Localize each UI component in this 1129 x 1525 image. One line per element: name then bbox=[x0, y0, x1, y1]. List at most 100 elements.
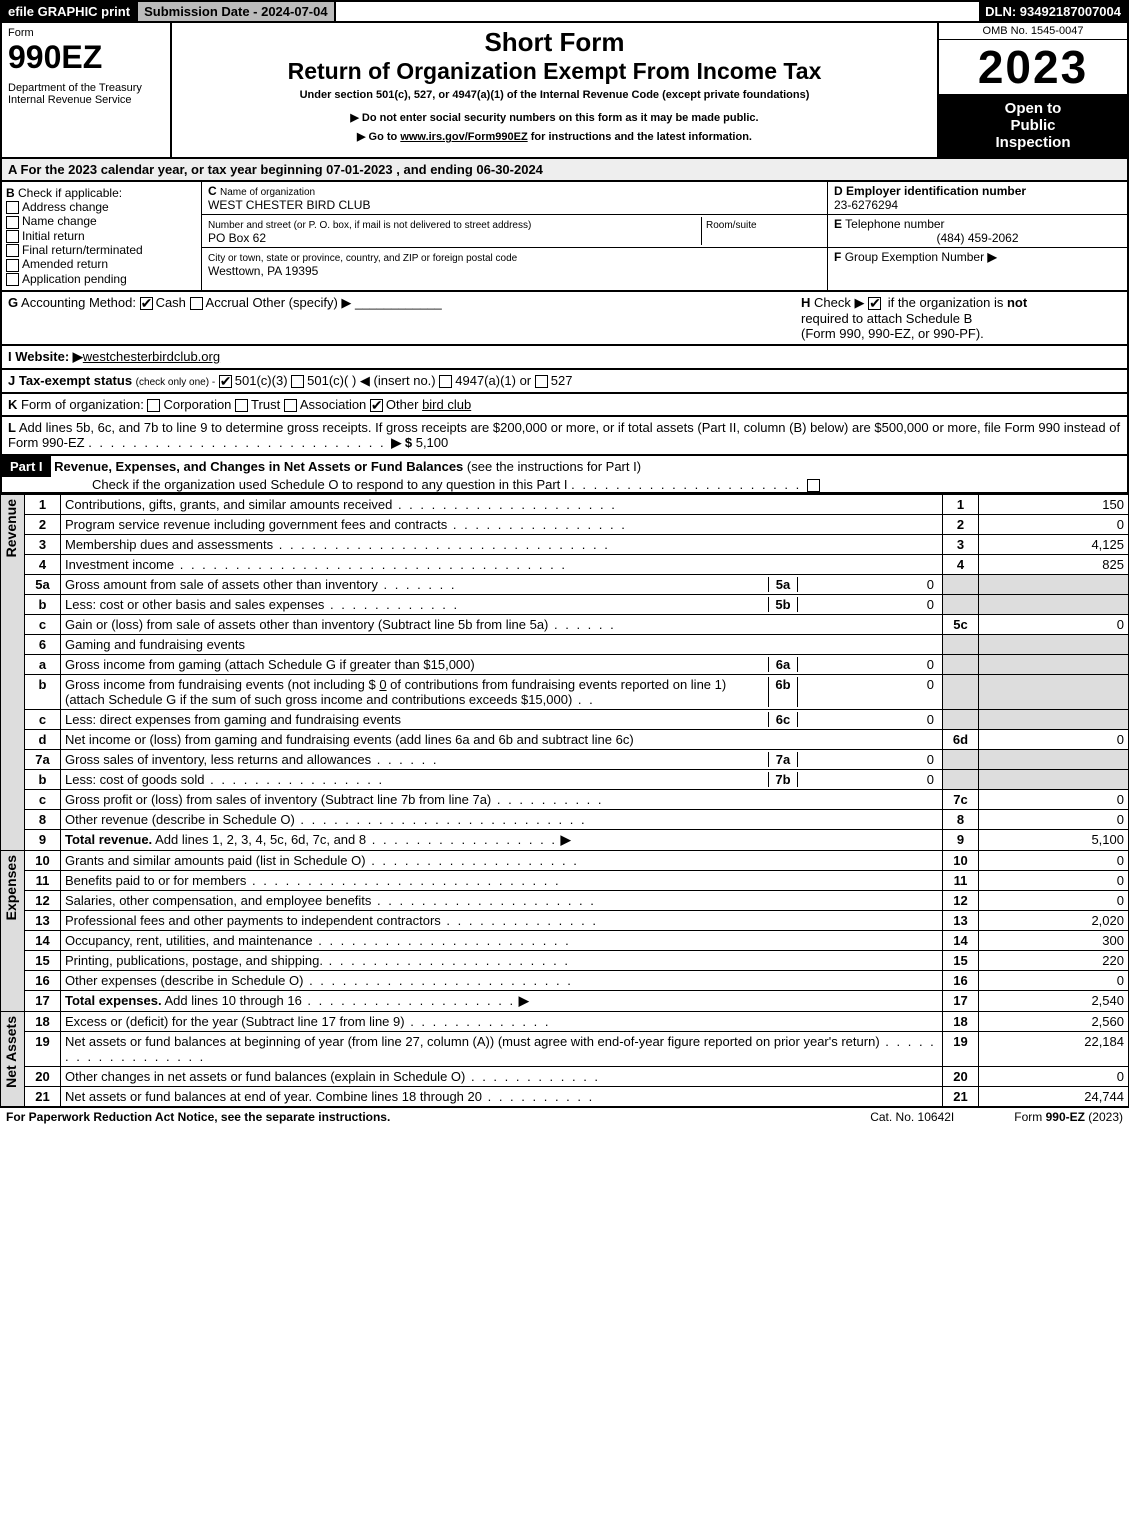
cb-application-pending[interactable] bbox=[6, 273, 19, 286]
l17-desc: Total expenses. Add lines 10 through 16 … bbox=[61, 991, 943, 1012]
cb-other-org[interactable] bbox=[370, 399, 383, 412]
page-footer: For Paperwork Reduction Act Notice, see … bbox=[0, 1107, 1129, 1126]
revenue-label: Revenue bbox=[1, 495, 21, 561]
l6c-subamt: 0 bbox=[798, 712, 938, 727]
j-o3: 4947(a)(1) or bbox=[455, 373, 531, 388]
cb-527[interactable] bbox=[535, 375, 548, 388]
phone-value: (484) 459-2062 bbox=[834, 231, 1121, 245]
l6b-blank: 0 bbox=[379, 677, 386, 692]
l18-desc: Excess or (deficit) for the year (Subtra… bbox=[61, 1012, 943, 1032]
l10-r: 10 bbox=[943, 851, 979, 871]
l6c-num: c bbox=[25, 710, 61, 730]
l5b-sub: 5b bbox=[768, 597, 798, 612]
row-6b: b Gross income from fundraising events (… bbox=[1, 675, 1129, 710]
h-text3: required to attach Schedule B bbox=[801, 311, 972, 326]
h-text1: Check ▶ bbox=[814, 295, 868, 310]
row-4: 4 Investment income . . . . . . . . . . … bbox=[1, 555, 1129, 575]
cb-501c[interactable] bbox=[291, 375, 304, 388]
l15-num: 15 bbox=[25, 951, 61, 971]
part1-title-tail: (see the instructions for Part I) bbox=[467, 459, 641, 474]
cb-corporation[interactable] bbox=[147, 399, 160, 412]
l20-num: 20 bbox=[25, 1067, 61, 1087]
row-19: 19 Net assets or fund balances at beginn… bbox=[1, 1032, 1129, 1067]
b-label: B bbox=[6, 186, 15, 200]
short-form-title: Short Form bbox=[178, 27, 931, 58]
g-label: G bbox=[8, 295, 18, 310]
l5b-num: b bbox=[25, 595, 61, 615]
cb-accrual[interactable] bbox=[190, 297, 203, 310]
l16-amt: 0 bbox=[979, 971, 1129, 991]
l4-r: 4 bbox=[943, 555, 979, 575]
l6c-rshade bbox=[943, 710, 979, 730]
cb-association[interactable] bbox=[284, 399, 297, 412]
e-label: E bbox=[834, 217, 842, 231]
l7b-desc: Less: cost of goods sold . . . . . . . .… bbox=[61, 770, 943, 790]
l1-desc: Contributions, gifts, grants, and simila… bbox=[61, 495, 943, 515]
section-b: B Check if applicable: Address change Na… bbox=[2, 182, 202, 290]
l20-amt: 0 bbox=[979, 1067, 1129, 1087]
l16-r: 16 bbox=[943, 971, 979, 991]
cb-final-return[interactable] bbox=[6, 244, 19, 257]
part1-label: Part I bbox=[2, 456, 51, 477]
footer-right: Form 990-EZ (2023) bbox=[1014, 1110, 1123, 1124]
b-check-if: Check if applicable: bbox=[18, 186, 122, 200]
open-line1: Open to bbox=[945, 100, 1121, 117]
l20-desc: Other changes in net assets or fund bala… bbox=[61, 1067, 943, 1087]
c-label: C bbox=[208, 184, 217, 198]
cb-schedule-b[interactable] bbox=[868, 297, 881, 310]
row-7c: c Gross profit or (loss) from sales of i… bbox=[1, 790, 1129, 810]
efile-print-button[interactable]: efile GRAPHIC print bbox=[2, 2, 138, 21]
cb-501c3[interactable] bbox=[219, 375, 232, 388]
l6b-rshade bbox=[943, 675, 979, 710]
l7a-subamt: 0 bbox=[798, 752, 938, 767]
l14-desc: Occupancy, rent, utilities, and maintena… bbox=[61, 931, 943, 951]
l10-amt: 0 bbox=[979, 851, 1129, 871]
l3-desc: Membership dues and assessments . . . . … bbox=[61, 535, 943, 555]
cb-cash[interactable] bbox=[140, 297, 153, 310]
j-label: J bbox=[8, 373, 15, 388]
l21-desc: Net assets or fund balances at end of ye… bbox=[61, 1087, 943, 1107]
irs-link[interactable]: www.irs.gov/Form990EZ bbox=[400, 131, 527, 143]
cb-initial-return[interactable] bbox=[6, 230, 19, 243]
top-bar: efile GRAPHIC print Submission Date - 20… bbox=[0, 0, 1129, 23]
l5c-desc: Gain or (loss) from sale of assets other… bbox=[61, 615, 943, 635]
l-label: L bbox=[8, 420, 16, 435]
l6c-amtshade bbox=[979, 710, 1129, 730]
section-i: I Website: ▶westchesterbirdclub.org bbox=[0, 346, 1129, 370]
l2-r: 2 bbox=[943, 515, 979, 535]
header-left: Form 990EZ Department of the Treasury In… bbox=[2, 23, 172, 157]
l8-r: 8 bbox=[943, 810, 979, 830]
l3-num: 3 bbox=[25, 535, 61, 555]
l6b-amtshade bbox=[979, 675, 1129, 710]
l14-num: 14 bbox=[25, 931, 61, 951]
cb-name-change[interactable] bbox=[6, 216, 19, 229]
cb-schedule-o-part1[interactable] bbox=[807, 479, 820, 492]
row-14: 14 Occupancy, rent, utilities, and maint… bbox=[1, 931, 1129, 951]
row-3: 3 Membership dues and assessments . . . … bbox=[1, 535, 1129, 555]
l7c-amt: 0 bbox=[979, 790, 1129, 810]
l21-amt: 24,744 bbox=[979, 1087, 1129, 1107]
section-c: C Name of organization WEST CHESTER BIRD… bbox=[202, 182, 827, 290]
main-title: Return of Organization Exempt From Incom… bbox=[178, 58, 931, 85]
row-9: 9 Total revenue. Add lines 1, 2, 3, 4, 5… bbox=[1, 830, 1129, 851]
l6d-desc: Net income or (loss) from gaming and fun… bbox=[61, 730, 943, 750]
cb-address-change[interactable] bbox=[6, 201, 19, 214]
j-text: Tax-exempt status bbox=[19, 373, 132, 388]
row-18: Net Assets 18 Excess or (deficit) for th… bbox=[1, 1012, 1129, 1032]
l5c-num: c bbox=[25, 615, 61, 635]
section-g: G Accounting Method: Cash Accrual Other … bbox=[8, 295, 801, 341]
l15-desc: Printing, publications, postage, and shi… bbox=[61, 951, 943, 971]
l4-desc: Investment income . . . . . . . . . . . … bbox=[61, 555, 943, 575]
org-street: PO Box 62 bbox=[208, 231, 266, 245]
h-not: not bbox=[1007, 295, 1027, 310]
l7c-num: c bbox=[25, 790, 61, 810]
dln: DLN: 93492187007004 bbox=[979, 2, 1127, 21]
l9-arrow: ▶ bbox=[561, 832, 571, 847]
l7b-sub: 7b bbox=[768, 772, 798, 787]
cb-trust[interactable] bbox=[235, 399, 248, 412]
website-link[interactable]: westchesterbirdclub.org bbox=[83, 349, 220, 364]
form-number: 990EZ bbox=[8, 39, 164, 76]
line-a: A For the 2023 calendar year, or tax yea… bbox=[0, 159, 1129, 182]
cb-4947[interactable] bbox=[439, 375, 452, 388]
cb-amended-return[interactable] bbox=[6, 259, 19, 272]
